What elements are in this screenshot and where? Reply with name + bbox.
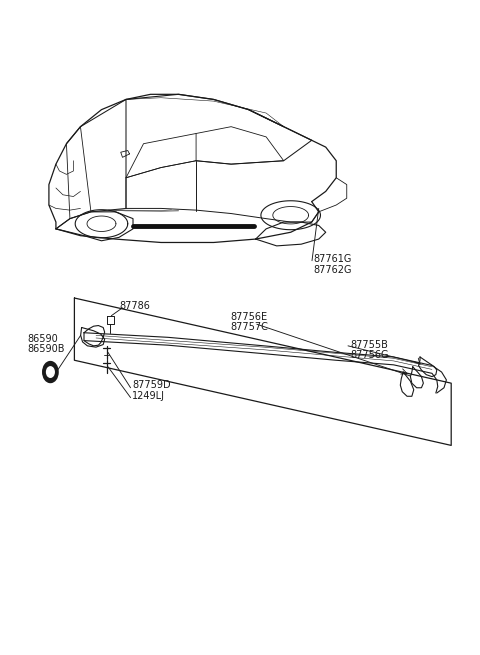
Text: 87786: 87786 [119, 301, 150, 311]
Text: 1249LJ: 1249LJ [132, 391, 165, 402]
Text: 87755B: 87755B [350, 339, 388, 350]
Text: 86590B: 86590B [28, 344, 65, 354]
Text: 87756E: 87756E [230, 312, 267, 322]
Text: 87762G: 87762G [313, 265, 351, 275]
Circle shape [47, 367, 54, 377]
Text: 87757C: 87757C [230, 322, 268, 333]
Text: 86590: 86590 [28, 333, 59, 344]
Text: 87756G: 87756G [350, 350, 389, 360]
Circle shape [43, 362, 58, 383]
Text: 87761G: 87761G [313, 254, 351, 265]
Text: 87759D: 87759D [132, 380, 170, 390]
